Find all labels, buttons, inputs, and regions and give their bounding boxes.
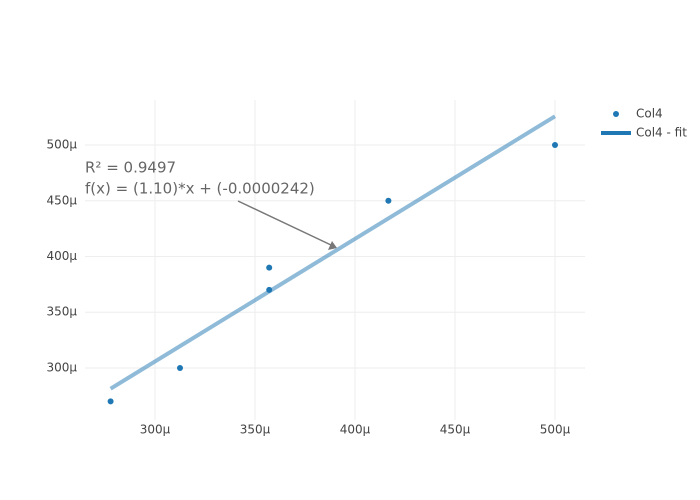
- point: [107, 398, 114, 405]
- x-tick-label: 300μ: [140, 423, 171, 437]
- annotation-arrowhead: [328, 241, 337, 250]
- annotation-r2: R² = 0.9497: [85, 159, 176, 177]
- y-tick-label: 500μ: [46, 138, 77, 152]
- y-tick-label: 450μ: [46, 193, 77, 207]
- x-tick-label: 400μ: [340, 423, 371, 437]
- x-tick-label: 450μ: [440, 423, 471, 437]
- annotation-arrow: [237, 200, 332, 246]
- point: [266, 264, 273, 271]
- legend-label: Col4: [636, 107, 663, 121]
- y-tick-label: 300μ: [46, 360, 77, 374]
- x-tick-label: 500μ: [540, 423, 571, 437]
- y-tick-label: 350μ: [46, 305, 77, 319]
- legend-marker: [613, 111, 619, 117]
- annotation-formula: f(x) = (1.10)*x + (-0.0000242): [85, 180, 315, 198]
- plot-area: [85, 100, 585, 420]
- point: [177, 364, 183, 371]
- legend-label: Col4 - fit: [636, 126, 687, 140]
- point: [552, 142, 558, 149]
- fit-line: [109, 114, 557, 391]
- point: [385, 197, 392, 204]
- x-tick-label: 350μ: [240, 423, 271, 437]
- y-tick-label: 400μ: [46, 249, 77, 263]
